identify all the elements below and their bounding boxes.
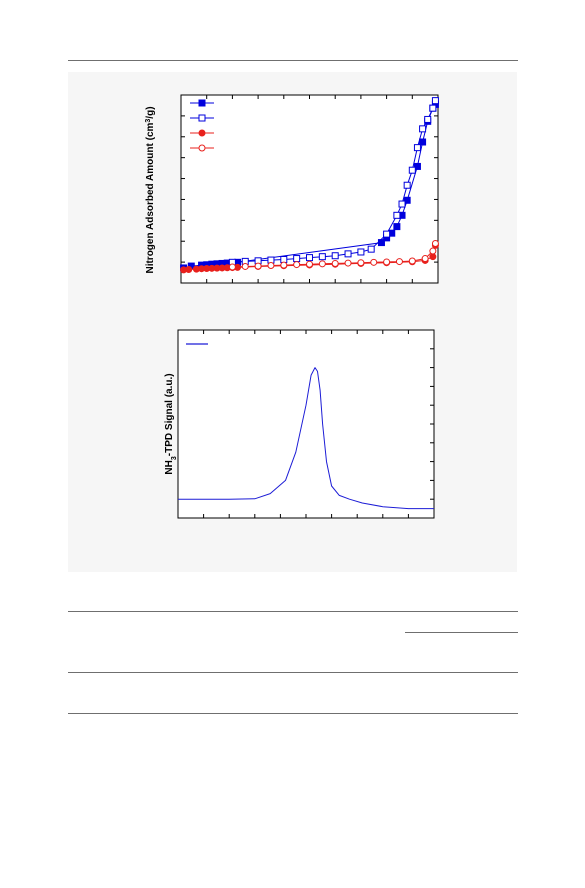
tpd-curve (178, 367, 434, 510)
data-point (318, 253, 326, 261)
legend-marker (198, 144, 206, 152)
data-point (370, 258, 378, 266)
data-point (267, 262, 275, 270)
legend-marker (198, 129, 206, 137)
legend-marker (198, 99, 206, 107)
data-point (393, 223, 401, 231)
data-point (280, 261, 288, 269)
data-point (318, 260, 326, 268)
data-point (280, 256, 288, 263)
data-point (344, 250, 352, 258)
chart-b-ylabel: NH3-TPD Signal (a.u.) (164, 373, 178, 474)
chart-b-frame (177, 329, 435, 519)
table-mid-rule (68, 672, 518, 673)
data-point (424, 115, 432, 123)
data-point (395, 258, 403, 266)
data-point (367, 245, 375, 253)
data-point (331, 252, 339, 260)
data-point (357, 248, 365, 256)
data-point (429, 104, 437, 112)
data-point (185, 265, 193, 273)
data-point (293, 255, 301, 263)
data-point (408, 166, 416, 174)
data-point (419, 125, 427, 133)
data-point (293, 261, 301, 269)
data-point (403, 181, 411, 189)
data-point (357, 259, 365, 267)
data-point (383, 258, 391, 266)
data-point (398, 200, 406, 208)
data-point (421, 255, 429, 263)
data-point (429, 253, 437, 261)
data-point (383, 230, 391, 238)
chart-a-legend (190, 99, 214, 152)
data-point (429, 247, 437, 255)
table-top-rule (68, 611, 518, 612)
top-rule (68, 60, 518, 61)
chart-a-series (180, 97, 439, 274)
data-point (431, 97, 439, 105)
chart-a-ylabel: Nitrogen Adsorbed Amount (cm3/g) (145, 106, 157, 273)
data-point (344, 259, 352, 267)
data-point (419, 138, 427, 146)
chart-b-ticks (203, 330, 434, 518)
chart-a-frame (180, 94, 439, 284)
data-point (228, 263, 236, 271)
data-point (254, 262, 262, 270)
series-line (232, 100, 436, 263)
data-point (331, 259, 339, 267)
data-point (403, 196, 411, 204)
chart-a: Nitrogen Adsorbed Amount (cm3/g) (145, 94, 439, 284)
data-point (413, 162, 421, 170)
data-point (306, 254, 313, 262)
table-header-rule (405, 632, 518, 633)
chart-b: NH3-TPD Signal (a.u.) (164, 329, 435, 519)
legend-marker (198, 114, 206, 122)
data-point (408, 257, 416, 265)
table-bottom-rule (68, 713, 518, 714)
data-point (393, 211, 401, 219)
data-point (431, 240, 439, 248)
data-point (241, 262, 249, 270)
data-point (306, 260, 313, 268)
chart-b-series (178, 367, 434, 510)
data-point (413, 144, 421, 152)
